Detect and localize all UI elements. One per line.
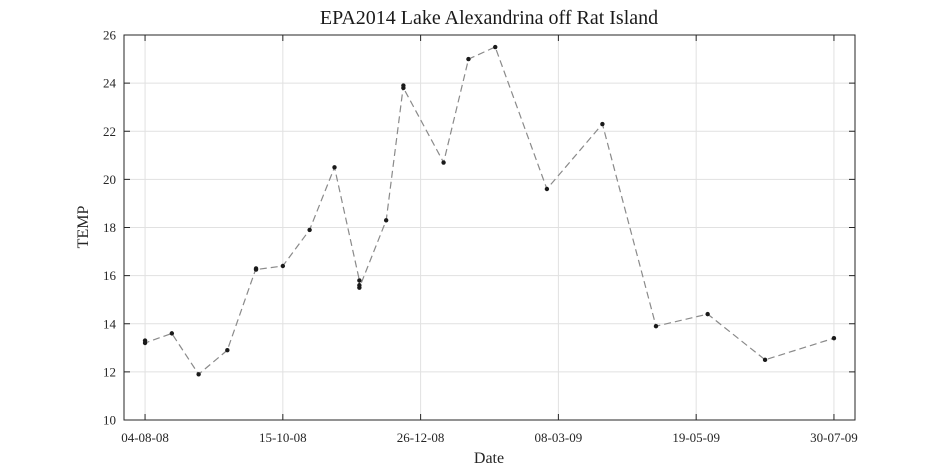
- data-point: [142, 340, 148, 346]
- series-line: [144, 46, 835, 376]
- y-tick-label: 14: [103, 316, 117, 331]
- x-tick-label: 15-10-08: [259, 430, 307, 445]
- data-point: [831, 335, 837, 341]
- data-point: [307, 227, 312, 233]
- y-tick-label: 10: [103, 413, 116, 428]
- data-point: [762, 357, 768, 363]
- data-point: [544, 186, 550, 192]
- data-point: [357, 278, 362, 283]
- data-point: [653, 323, 659, 329]
- data-point: [196, 372, 201, 377]
- y-tick-label: 24: [103, 76, 117, 91]
- data-point: [280, 263, 286, 269]
- y-tick-label: 16: [103, 268, 117, 283]
- data-point: [169, 331, 175, 336]
- y-tick-label: 20: [103, 172, 116, 187]
- series-points: [142, 44, 837, 377]
- axis-ticks: 10 12 14 16 18 20 22 24 26 04-08-08 15-10-08 26-12-…: [103, 28, 858, 446]
- y-tick-label: 12: [103, 364, 116, 379]
- data-point: [493, 44, 498, 50]
- x-tick-label: 30-07-09: [810, 430, 858, 445]
- chart-title: EPA2014 Lake Alexandrina off Rat Island: [320, 7, 658, 29]
- y-tick-label: 18: [103, 220, 116, 235]
- x-tick-label: 04-08-08: [121, 430, 169, 445]
- data-point: [441, 160, 446, 165]
- grid: [124, 34, 855, 421]
- data-point: [357, 285, 362, 290]
- data-point: [383, 218, 389, 223]
- data-point: [225, 348, 230, 353]
- x-tick-label: 19-05-09: [672, 430, 720, 445]
- data-point: [253, 267, 259, 272]
- data-point: [466, 56, 471, 62]
- x-tick-label: 08-03-09: [535, 430, 583, 445]
- data-point: [600, 121, 605, 127]
- data-point: [401, 85, 406, 91]
- y-tick-label: 26: [103, 28, 117, 43]
- y-tick-label: 22: [103, 124, 116, 139]
- data-point: [705, 311, 710, 317]
- data-point: [332, 165, 337, 170]
- y-axis-label: TEMP: [75, 206, 92, 249]
- x-axis-label: Date: [474, 450, 504, 467]
- x-tick-label: 26-12-08: [397, 430, 445, 445]
